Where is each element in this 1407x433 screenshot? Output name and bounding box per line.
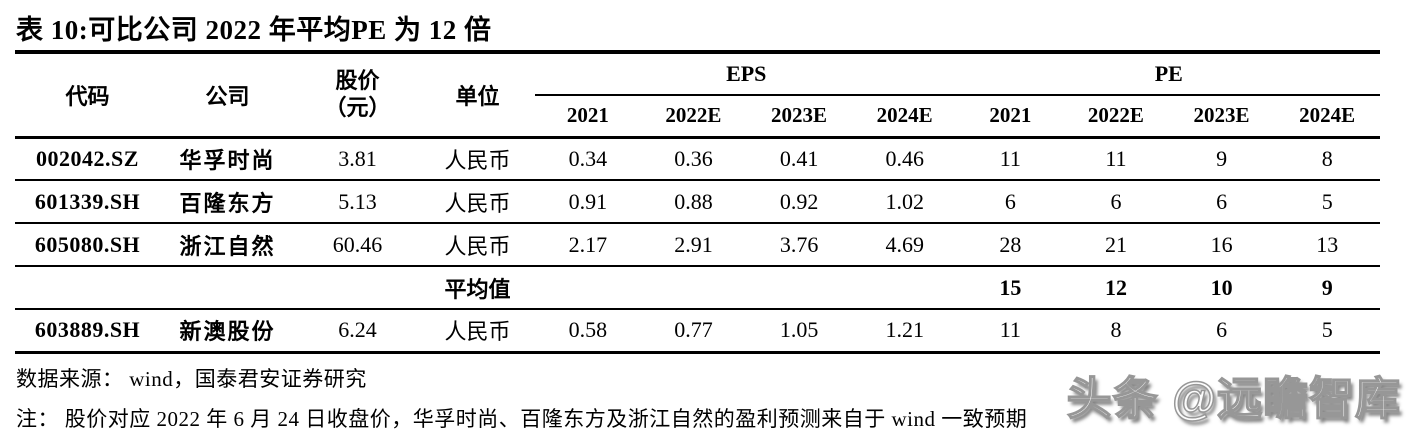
table-row-average: 平均值 15 12 10 9: [15, 266, 1380, 310]
watermark: 头条 @远瞻智库: [1066, 372, 1401, 425]
empty-cell: [160, 266, 295, 310]
eps-cell: 4.69: [851, 223, 958, 267]
average-label-cell: 平均值: [420, 266, 535, 310]
code-cell: 603889.SH: [15, 309, 160, 354]
data-source-text: 数据来源： wind，国泰君安证券研究: [16, 366, 367, 391]
col-header-price-line2: （元）: [324, 94, 391, 120]
table-title: 表 10:可比公司 2022 年平均PE 为 12 倍: [16, 15, 492, 45]
unit-cell: 人民币: [420, 223, 535, 267]
unit-cell: 人民币: [420, 309, 535, 354]
pe-cell: 11: [957, 309, 1064, 354]
pe-cell: 8: [1274, 137, 1380, 181]
eps-year-2022e: 2022E: [640, 95, 747, 139]
col-header-unit: 单位: [420, 52, 535, 139]
eps-cell: 1.05: [746, 309, 852, 354]
eps-cell: 0.41: [746, 137, 852, 181]
col-header-price: 股价 （元）: [295, 52, 420, 139]
pe-cell: 11: [957, 137, 1064, 181]
price-cell: 3.81: [295, 137, 420, 181]
pe-cell: 6: [1168, 180, 1275, 224]
comparable-companies-table: 代码 公司 股价 （元） 单位 EPS PE 2021 2022E 2023E …: [15, 50, 1380, 354]
pe-cell: 8: [1063, 309, 1169, 354]
pe-year-2024e: 2024E: [1274, 95, 1380, 139]
eps-year-2023e: 2023E: [746, 95, 852, 139]
pe-cell: 16: [1168, 223, 1275, 267]
table-row-zhejiang: 605080.SH 浙江自然 60.46 人民币 2.17 2.91 3.76 …: [15, 223, 1380, 267]
pe-average-cell: 9: [1274, 266, 1380, 310]
pe-cell: 9: [1168, 137, 1275, 181]
empty-cell: [746, 266, 852, 310]
eps-cell: 2.91: [640, 223, 747, 267]
eps-cell: 0.46: [851, 137, 958, 181]
pe-cell: 13: [1274, 223, 1380, 267]
pe-cell: 6: [957, 180, 1064, 224]
pe-cell: 11: [1063, 137, 1169, 181]
col-header-price-line1: 股价: [335, 68, 380, 94]
pe-average-cell: 15: [957, 266, 1064, 310]
col-group-eps: EPS: [535, 52, 958, 96]
col-group-pe: PE: [957, 52, 1380, 96]
code-cell: 605080.SH: [15, 223, 160, 267]
pe-year-2021: 2021: [957, 95, 1064, 139]
pe-cell: 5: [1274, 180, 1380, 224]
header-years-row: 2021 2022E 2023E 2024E 2021 2022E 2023E …: [15, 95, 1380, 139]
pe-cell: 5: [1274, 309, 1380, 354]
pe-average-cell: 10: [1168, 266, 1275, 310]
eps-cell: 0.88: [640, 180, 747, 224]
company-cell: 华孚时尚: [160, 137, 295, 181]
pe-year-2023e: 2023E: [1168, 95, 1275, 139]
empty-cell: [851, 266, 958, 310]
pe-cell: 6: [1168, 309, 1275, 354]
company-cell: 新澳股份: [160, 309, 295, 354]
eps-cell: 3.76: [746, 223, 852, 267]
unit-cell: 人民币: [420, 137, 535, 181]
eps-cell: 0.34: [535, 137, 641, 181]
eps-year-2021: 2021: [535, 95, 641, 139]
eps-cell: 0.91: [535, 180, 641, 224]
pe-cell: 28: [957, 223, 1064, 267]
table-row-bailong: 601339.SH 百隆东方 5.13 人民币 0.91 0.88 0.92 1…: [15, 180, 1380, 224]
pe-year-2022e: 2022E: [1063, 95, 1169, 139]
unit-cell: 人民币: [420, 180, 535, 224]
eps-cell: 1.21: [851, 309, 958, 354]
eps-cell: 1.02: [851, 180, 958, 224]
col-header-code: 代码: [15, 52, 160, 139]
pe-average-cell: 12: [1063, 266, 1169, 310]
price-cell: 6.24: [295, 309, 420, 354]
price-cell: 5.13: [295, 180, 420, 224]
code-cell: 002042.SZ: [15, 137, 160, 181]
header-group-row: 代码 公司 股价 （元） 单位 EPS PE: [15, 52, 1380, 139]
price-cell: 60.46: [295, 223, 420, 267]
col-header-company: 公司: [160, 52, 295, 139]
eps-year-2024e: 2024E: [851, 95, 958, 139]
eps-cell: 0.77: [640, 309, 747, 354]
eps-cell: 0.58: [535, 309, 641, 354]
eps-cell: 0.36: [640, 137, 747, 181]
code-cell: 601339.SH: [15, 180, 160, 224]
pe-cell: 21: [1063, 223, 1169, 267]
table-row-huafu: 002042.SZ 华孚时尚 3.81 人民币 0.34 0.36 0.41 0…: [15, 137, 1380, 181]
empty-cell: [295, 266, 420, 310]
company-cell: 百隆东方: [160, 180, 295, 224]
table-row-xinao: 603889.SH 新澳股份 6.24 人民币 0.58 0.77 1.05 1…: [15, 309, 1380, 354]
eps-cell: 0.92: [746, 180, 852, 224]
company-cell: 浙江自然: [160, 223, 295, 267]
empty-cell: [535, 266, 641, 310]
pe-cell: 6: [1063, 180, 1169, 224]
empty-cell: [15, 266, 160, 310]
eps-cell: 2.17: [535, 223, 641, 267]
empty-cell: [640, 266, 747, 310]
